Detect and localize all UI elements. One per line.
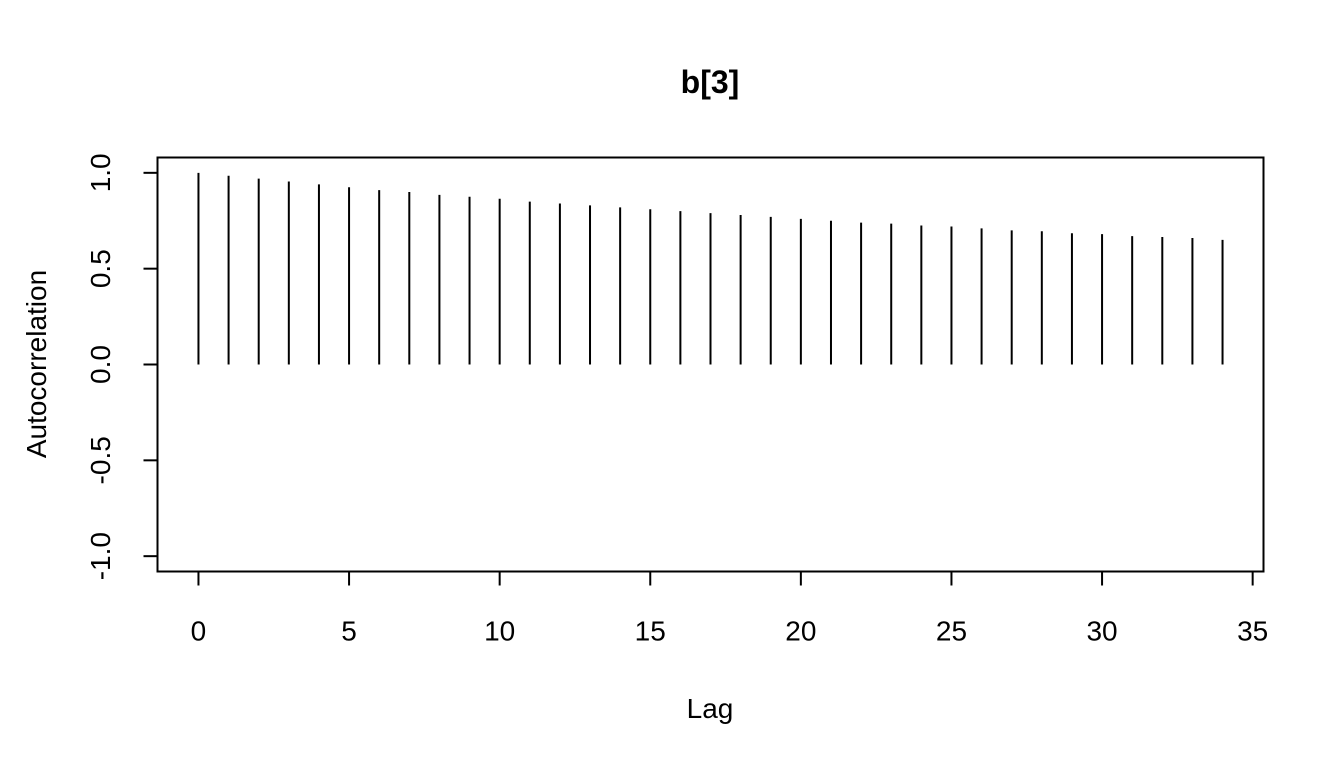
x-tick-label: 25 [936, 616, 967, 647]
y-axis: -1.0 -0.5 0.0 0.5 1.0 [85, 153, 159, 580]
y-tick-label: 1.0 [85, 153, 116, 192]
x-tick-label: 35 [1237, 616, 1268, 647]
x-axis-title: Lag [687, 693, 734, 724]
y-tick-label: -1.0 [85, 532, 116, 580]
chart-title: b[3] [681, 64, 740, 100]
x-axis: 0 5 10 15 20 25 30 35 [191, 570, 1268, 647]
x-tick-label: 15 [635, 616, 666, 647]
x-tick-label: 20 [785, 616, 816, 647]
y-tick-label: 0.5 [85, 249, 116, 288]
y-axis-title: Autocorrelation [21, 270, 52, 458]
x-tick-label: 10 [484, 616, 515, 647]
bars-group [197, 172, 1224, 365]
x-tick-label: 5 [341, 616, 357, 647]
y-tick-label: -0.5 [85, 436, 116, 484]
x-tick-label: 30 [1086, 616, 1117, 647]
x-tick-label: 0 [191, 616, 207, 647]
y-tick-label: 0.0 [85, 345, 116, 384]
